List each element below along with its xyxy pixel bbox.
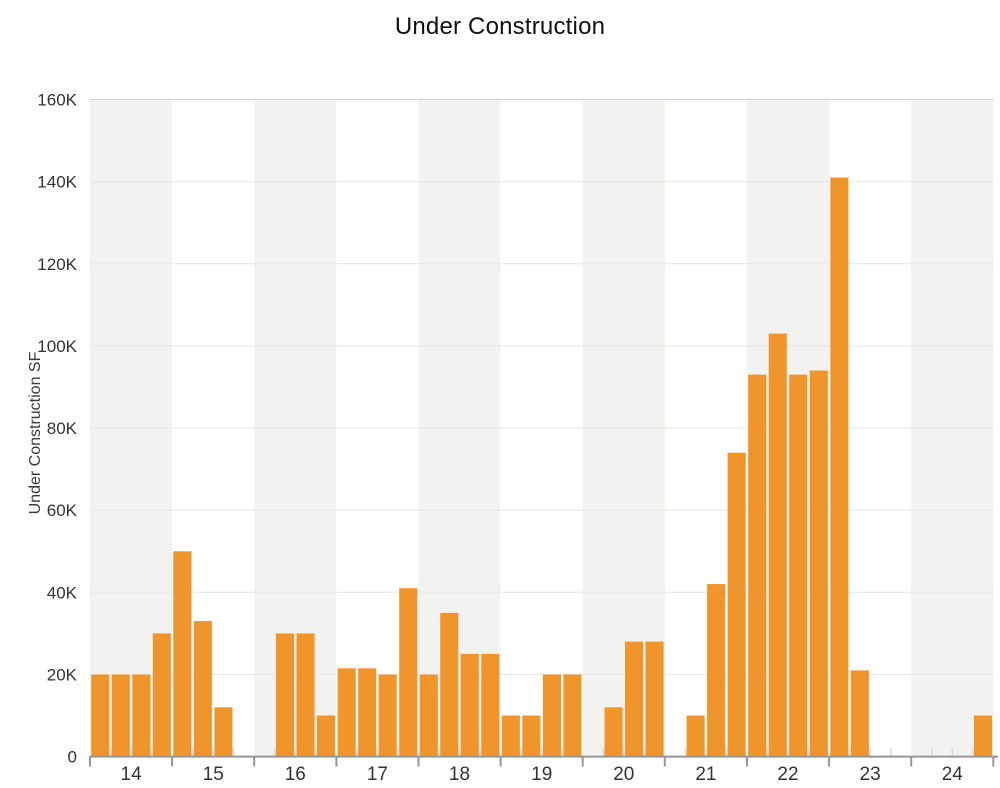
bar-17-Q2[interactable] bbox=[358, 668, 377, 757]
bar-15-Q3[interactable] bbox=[214, 707, 233, 757]
bar-14-Q2[interactable] bbox=[111, 674, 130, 757]
x-tick-label-24: 24 bbox=[942, 764, 964, 785]
bar-23-Q1[interactable] bbox=[830, 177, 849, 757]
x-tick-label-16: 16 bbox=[285, 764, 306, 785]
bar-19-Q1[interactable] bbox=[501, 715, 520, 757]
x-tick-label-21: 21 bbox=[695, 764, 716, 785]
y-tick-label-0: 0 bbox=[68, 748, 77, 767]
bar-16-Q4[interactable] bbox=[317, 715, 336, 757]
bar-18-Q3[interactable] bbox=[460, 653, 479, 757]
y-tick-label-20K: 20K bbox=[47, 665, 78, 684]
bar-22-Q4[interactable] bbox=[809, 370, 828, 757]
x-tick-label-22: 22 bbox=[777, 764, 798, 785]
bar-17-Q4[interactable] bbox=[399, 588, 418, 757]
bar-19-Q2[interactable] bbox=[522, 715, 541, 757]
bar-21-Q4[interactable] bbox=[727, 452, 746, 757]
bar-17-Q3[interactable] bbox=[378, 674, 397, 757]
y-tick-label-120K: 120K bbox=[37, 255, 77, 274]
y-tick-label-80K: 80K bbox=[47, 419, 78, 438]
bar-16-Q2[interactable] bbox=[276, 633, 295, 757]
y-tick-label-40K: 40K bbox=[47, 583, 78, 602]
bar-22-Q3[interactable] bbox=[789, 374, 808, 757]
bar-15-Q1[interactable] bbox=[173, 551, 192, 757]
x-tick-label-14: 14 bbox=[121, 764, 143, 785]
y-tick-label-160K: 160K bbox=[37, 90, 77, 109]
x-tick-label-23: 23 bbox=[860, 764, 881, 785]
bar-20-Q2[interactable] bbox=[604, 707, 623, 757]
y-tick-label-60K: 60K bbox=[47, 501, 78, 520]
x-tick-label-18: 18 bbox=[449, 764, 470, 785]
bar-14-Q3[interactable] bbox=[132, 674, 151, 757]
bar-17-Q1[interactable] bbox=[337, 668, 356, 757]
bar-19-Q4[interactable] bbox=[563, 674, 582, 757]
y-tick-label-140K: 140K bbox=[37, 173, 77, 192]
bar-18-Q2[interactable] bbox=[440, 612, 459, 757]
bar-16-Q3[interactable] bbox=[296, 633, 315, 757]
bar-23-Q2[interactable] bbox=[850, 670, 869, 757]
x-tick-label-20: 20 bbox=[613, 764, 634, 785]
bar-20-Q4[interactable] bbox=[645, 641, 664, 757]
bar-14-Q4[interactable] bbox=[152, 633, 171, 757]
bar-21-Q3[interactable] bbox=[707, 584, 726, 757]
bar-22-Q1[interactable] bbox=[748, 374, 767, 757]
x-tick-label-19: 19 bbox=[531, 764, 552, 785]
bar-20-Q3[interactable] bbox=[625, 641, 644, 757]
bar-18-Q1[interactable] bbox=[419, 674, 438, 757]
x-tick-label-17: 17 bbox=[367, 764, 388, 785]
bar-15-Q2[interactable] bbox=[193, 621, 212, 757]
y-tick-label-100K: 100K bbox=[37, 337, 77, 356]
bar-18-Q4[interactable] bbox=[481, 653, 500, 757]
bar-14-Q1[interactable] bbox=[91, 674, 110, 757]
bar-19-Q3[interactable] bbox=[542, 674, 561, 757]
chart-title: Under Construction bbox=[394, 13, 606, 40]
bar-22-Q2[interactable] bbox=[768, 333, 787, 757]
bar-21-Q2[interactable] bbox=[686, 715, 705, 757]
x-tick-label-15: 15 bbox=[203, 764, 224, 785]
bar-24-Q4[interactable] bbox=[974, 715, 993, 757]
